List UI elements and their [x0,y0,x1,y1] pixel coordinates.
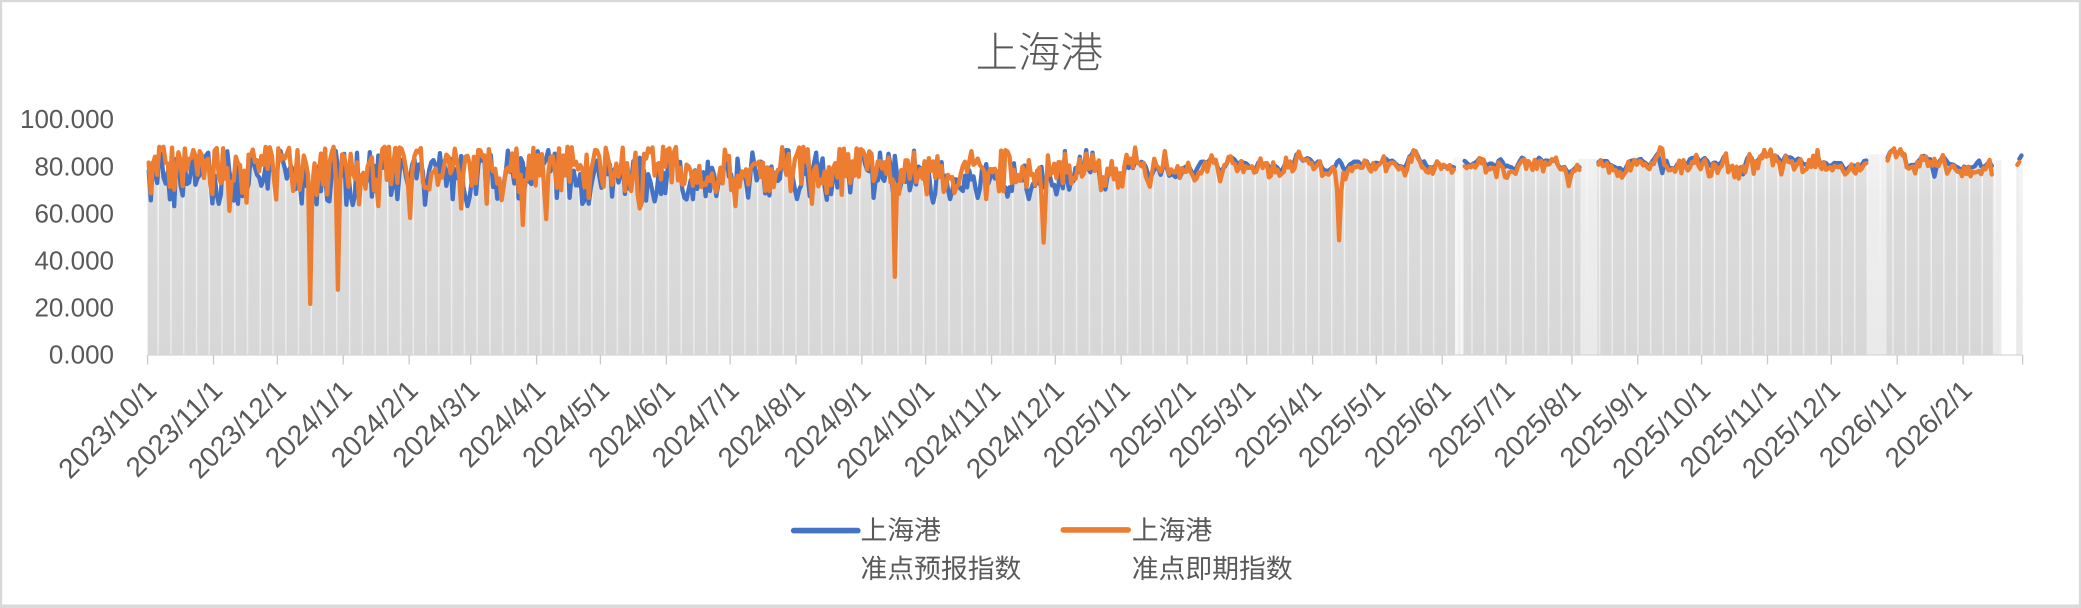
svg-text:100.000: 100.000 [20,104,114,134]
svg-text:60.000: 60.000 [34,198,114,228]
svg-text:80.000: 80.000 [34,151,114,181]
svg-text:20.000: 20.000 [34,293,114,323]
svg-text:40.000: 40.000 [34,246,114,276]
svg-text:0.000: 0.000 [49,340,114,370]
